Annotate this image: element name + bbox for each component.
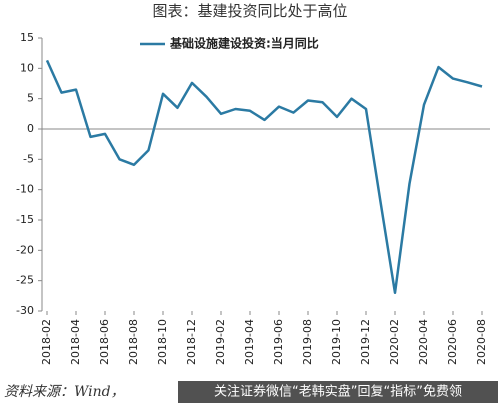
x-tick-label: 2018-08	[127, 319, 140, 365]
x-tick-label: 2018-10	[156, 319, 169, 365]
chart-title: 图表：基建投资同比处于高位	[152, 2, 347, 20]
y-tick-label: 15	[20, 31, 34, 44]
watermark-bg	[178, 381, 498, 403]
y-tick-label: -20	[16, 243, 34, 256]
y-tick-label: 5	[27, 92, 34, 105]
y-tick-label: 10	[20, 61, 34, 74]
x-tick-label: 2019-08	[301, 319, 314, 365]
x-tick-label: 2019-02	[214, 319, 227, 365]
legend-label: 基础设施建设投资:当月同比	[169, 36, 319, 51]
x-tick-label: 2018-12	[185, 319, 198, 365]
x-tick-label: 2018-02	[40, 319, 53, 365]
x-tick-label: 2019-12	[359, 319, 372, 365]
y-tick-label: -25	[16, 274, 34, 287]
x-tick-label: 2020-06	[446, 319, 459, 365]
y-tick-label: 0	[27, 122, 34, 135]
x-tick-label: 2018-06	[98, 319, 111, 365]
x-tick-label: 2019-10	[330, 319, 343, 365]
watermark: 关注证券微信“老韩实盘”回复“指标”免费领	[214, 384, 462, 400]
source: 资料来源：Wind，	[4, 384, 125, 400]
x-tick-label: 2020-02	[388, 319, 401, 365]
y-tick-label: -10	[16, 183, 34, 196]
y-tick-label: -5	[23, 152, 34, 165]
x-tick-label: 2019-06	[272, 319, 285, 365]
y-tick-label: -30	[16, 304, 34, 317]
x-tick-label: 2020-04	[417, 319, 430, 365]
line	[45, 59, 483, 295]
x-tick-label: 2020-08	[475, 319, 488, 365]
y-tick-label: -15	[16, 213, 34, 226]
x-tick-label: 2019-04	[243, 319, 256, 365]
x-tick-label: 2018-04	[69, 319, 82, 365]
